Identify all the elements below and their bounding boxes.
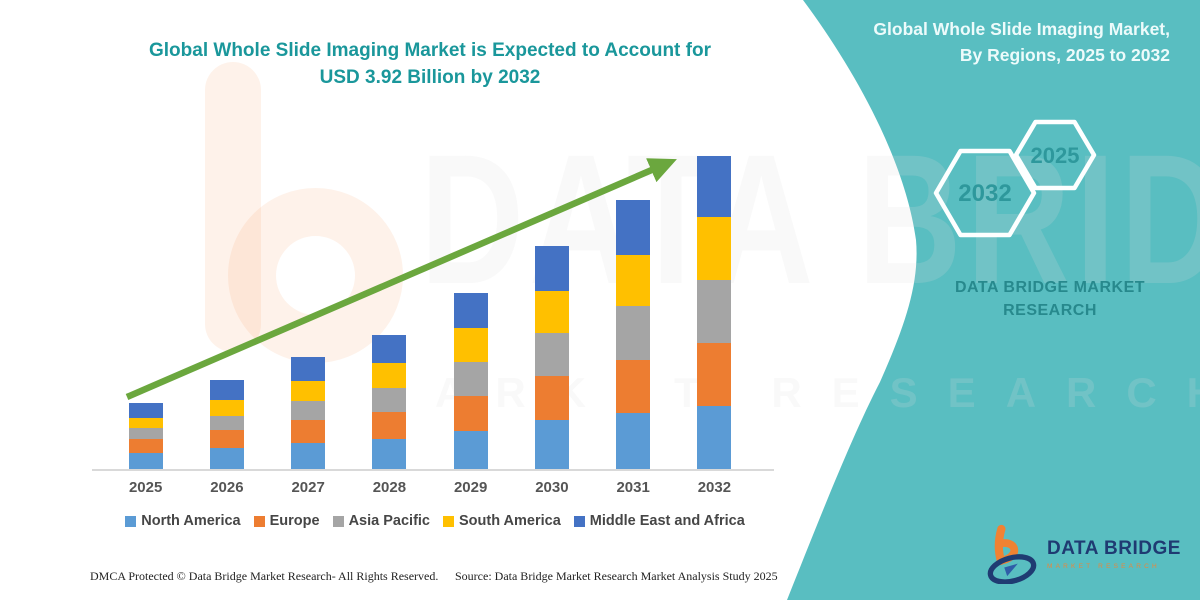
brand-text-line1: DATA BRIDGE MARKET (954, 279, 1146, 296)
page-title: Global Whole Slide Imaging Market is Exp… (90, 37, 770, 91)
bar-segment-asia-pacific (291, 401, 326, 421)
legend-label: North America (141, 513, 241, 529)
bar-2029 (453, 293, 488, 470)
footer-dmca: DMCA Protected © Data Bridge Market Rese… (90, 569, 439, 583)
page-title-line2: USD 3.92 Billion by 2032 (319, 67, 541, 88)
bar-2030 (534, 246, 569, 470)
data-bridge-logo-icon (987, 524, 1037, 584)
x-axis-label-2030: 2030 (535, 479, 569, 496)
bar-2026 (209, 380, 244, 470)
x-axis-label-2026: 2026 (210, 479, 244, 496)
bar-segment-middle-east-and-africa (616, 200, 651, 255)
x-axis-label-2025: 2025 (128, 479, 163, 496)
footer-source: Source: Data Bridge Market Research Mark… (455, 569, 778, 583)
bar-segment-south-america (616, 254, 651, 307)
legend-label: Europe (269, 513, 320, 529)
side-panel-heading: Global Whole Slide Imaging Market, By Re… (750, 16, 1170, 68)
bar-segment-north-america (128, 453, 163, 470)
legend-item-middle-east-and-africa: Middle East and Africa (573, 513, 745, 529)
bar-segment-south-america (209, 400, 244, 416)
bar-segment-asia-pacific (697, 279, 732, 343)
x-axis-line (92, 469, 774, 471)
legend-swatch (253, 515, 265, 527)
bar-2027 (291, 357, 326, 470)
legend-swatch (573, 515, 585, 527)
brand-text: DATA BRIDGE MARKET RESEARCH (920, 276, 1180, 322)
bar-segment-asia-pacific (453, 362, 488, 396)
bar-segment-asia-pacific (128, 428, 163, 439)
bar-segment-europe (291, 420, 326, 443)
legend-swatch (332, 515, 344, 527)
x-axis-label-2029: 2029 (453, 479, 488, 496)
legend-item-asia-pacific: Asia Pacific (332, 513, 430, 529)
bar-segment-europe (616, 359, 651, 414)
x-axis-labels: 2025 2026 2027 2028 2029 2030 2031 2032 (105, 479, 755, 496)
legend-label: Middle East and Africa (589, 513, 745, 529)
bar-segment-asia-pacific (616, 306, 651, 360)
x-axis-label-2027: 2027 (291, 479, 325, 496)
bar-2028 (372, 334, 407, 470)
logo-tagline: MARKET RESEARCH (1047, 562, 1160, 570)
bar-segment-north-america (697, 406, 732, 470)
bar-segment-middle-east-and-africa (291, 357, 326, 382)
legend-item-north-america: North America (125, 513, 241, 529)
bar-segment-middle-east-and-africa (534, 246, 569, 291)
bar-segment-north-america (534, 420, 569, 470)
legend-item-europe: Europe (253, 513, 320, 529)
x-axis-label-2031: 2031 (616, 479, 650, 496)
page-title-line1: Global Whole Slide Imaging Market is Exp… (149, 40, 711, 61)
bar-segment-north-america (209, 447, 244, 470)
bar-2031 (616, 200, 651, 470)
legend-swatch (443, 515, 454, 527)
hexagon-2032-label: 2032 (958, 180, 1011, 207)
hexagon-2025-icon (1013, 119, 1097, 191)
bar-segment-middle-east-and-africa (697, 156, 732, 218)
bar-segment-europe (697, 342, 732, 406)
bar-segment-south-america (453, 328, 488, 363)
bar-segment-europe (209, 430, 244, 448)
bar-segment-middle-east-and-africa (372, 334, 407, 363)
logo: DATA BRIDGE MARKET RESEARCH (985, 524, 1181, 584)
bar-segment-middle-east-and-africa (453, 293, 488, 329)
bar-2025 (128, 402, 163, 470)
bar-segment-europe (372, 411, 407, 439)
hexagon-2025-label: 2025 (1031, 143, 1080, 168)
bar-segment-south-america (372, 362, 407, 388)
legend: North America Europe Asia Pacific South Ame… (95, 513, 775, 529)
legend-item-south-america: South America (443, 513, 561, 529)
bar-segment-north-america (372, 438, 407, 470)
bar-segment-north-america (291, 442, 326, 470)
brand-text-line2: RESEARCH (1003, 302, 1097, 319)
bar-segment-north-america (616, 413, 651, 470)
bar-segment-south-america (697, 217, 732, 280)
bar-segment-asia-pacific (534, 333, 569, 376)
bar-segment-europe (534, 375, 569, 421)
hexagon-2032-icon (933, 148, 1037, 238)
bar-2032 (697, 156, 732, 470)
bar-segment-middle-east-and-africa (209, 380, 244, 401)
bar-segment-south-america (128, 418, 163, 429)
logo-name: DATA BRIDGE (1047, 537, 1181, 559)
bar-segment-asia-pacific (209, 415, 244, 431)
side-panel-heading-line2: By Regions, 2025 to 2032 (959, 45, 1170, 65)
bar-group (105, 0, 755, 470)
legend-label: Asia Pacific (348, 513, 430, 529)
side-panel-heading-line1: Global Whole Slide Imaging Market, (873, 19, 1170, 39)
bar-segment-europe (128, 438, 163, 454)
x-axis-label-2028: 2028 (372, 479, 407, 496)
x-axis-label-2032: 2032 (697, 479, 732, 496)
bar-segment-europe (453, 395, 488, 431)
bar-segment-middle-east-and-africa (128, 402, 163, 419)
bar-segment-north-america (453, 430, 488, 470)
bar-segment-asia-pacific (372, 387, 407, 412)
bar-segment-south-america (291, 381, 326, 402)
legend-label: South America (459, 513, 561, 529)
legend-swatch (125, 515, 137, 527)
bar-segment-south-america (534, 290, 569, 334)
